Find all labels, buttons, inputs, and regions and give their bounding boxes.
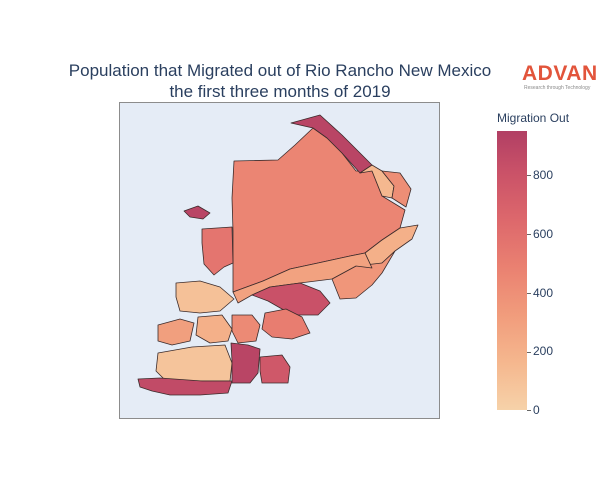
region-west-notch[interactable] [183,205,211,220]
colorbar [497,131,527,410]
logo-wordmark: ADVAN [522,62,598,85]
chart-title-line1: Population that Migrated out of Rio Ranc… [68,61,492,80]
logo-tagline: Research through Technology [524,85,591,91]
colorbar-tick: 0 [527,403,540,417]
region-west-block[interactable] [201,226,234,276]
advan-logo: ADVAN Research through Technology [522,62,600,92]
region-southwest-large[interactable] [155,344,233,384]
chart-title-line2: the first three months of 2019 [169,82,391,101]
region-south-center-b[interactable] [259,354,291,384]
region-east-small-b[interactable] [381,170,412,208]
colorbar-ticks: 0 200 400 600 800 [527,131,587,417]
region-west-mid[interactable] [175,280,235,314]
colorbar-tick: 400 [527,286,553,300]
colorbar-title: Migration Out [497,111,570,125]
region-mid-3[interactable] [195,314,233,344]
map-plot-area[interactable] [119,102,440,419]
region-south-center-hot[interactable] [230,342,261,384]
region-southwest-strip[interactable] [137,377,233,396]
colorbar-tick: 200 [527,344,553,358]
colorbar-tick: 800 [527,168,553,182]
region-central-hot[interactable] [251,282,331,316]
region-mid-1[interactable] [157,318,195,346]
chart-title: Population that Migrated out of Rio Ranc… [20,60,540,102]
colorbar-tick: 600 [527,227,553,241]
choropleth-map[interactable] [120,103,441,420]
region-mid-4[interactable] [231,314,261,344]
region-mid-2[interactable] [261,308,311,340]
